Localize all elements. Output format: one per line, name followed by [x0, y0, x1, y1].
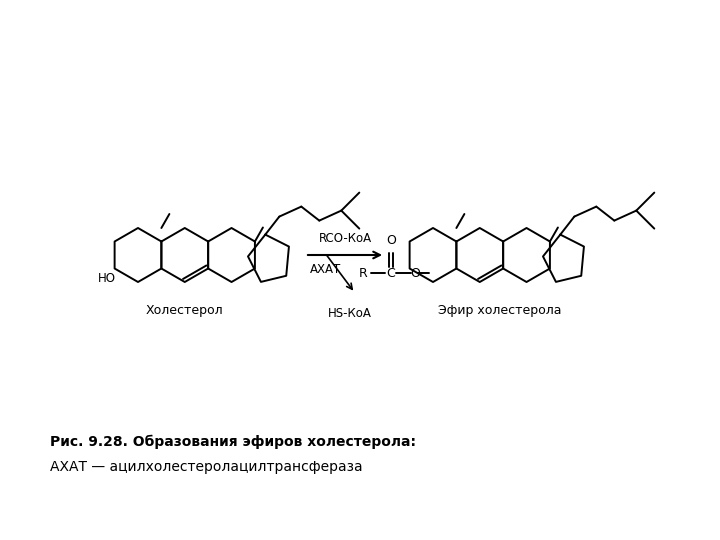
Text: R: R [359, 267, 367, 280]
Text: АХАТ: АХАТ [310, 263, 341, 276]
Text: O: O [410, 267, 420, 280]
Text: Холестерол: Холестерол [146, 304, 224, 317]
Text: HO: HO [98, 273, 116, 286]
Text: C: C [387, 267, 395, 280]
Text: O: O [386, 234, 396, 247]
Text: Эфир холестерола: Эфир холестерола [438, 304, 562, 317]
Text: АХАТ — ацилхолестеролацилтрансфераза: АХАТ — ацилхолестеролацилтрансфераза [50, 460, 363, 474]
Text: RCO-КоА: RCO-КоА [318, 232, 372, 245]
Text: Рис. 9.28. Образования эфиров холестерола:: Рис. 9.28. Образования эфиров холестерол… [50, 435, 416, 449]
Text: HS-КоА: HS-КоА [328, 307, 372, 320]
